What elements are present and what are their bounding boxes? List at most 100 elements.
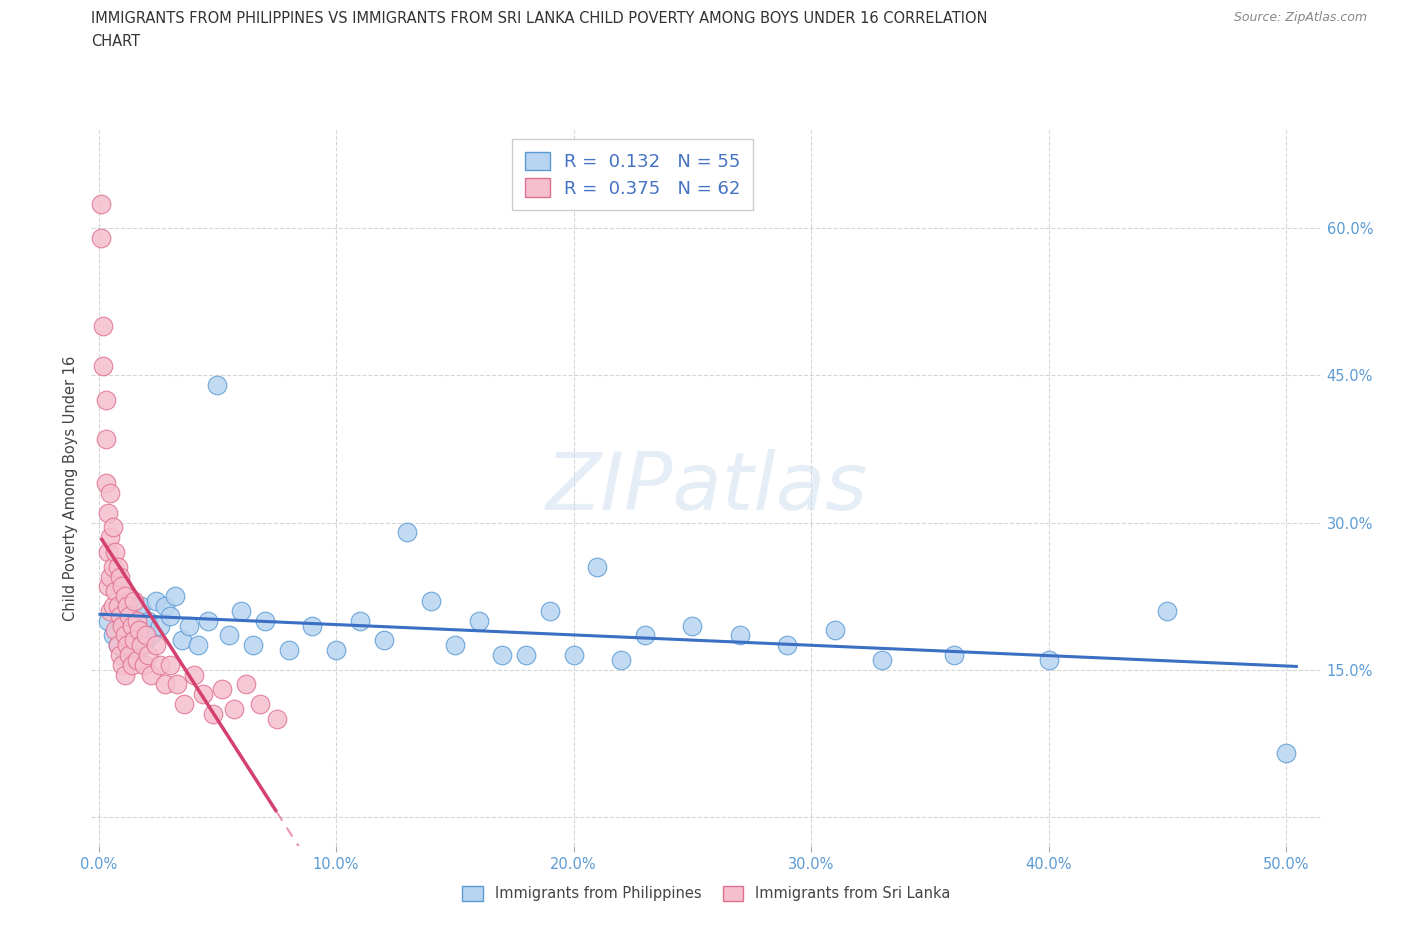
- Point: [107, 638, 129, 653]
- Point: [166, 677, 188, 692]
- Point: [122, 643, 145, 658]
- Point: [153, 677, 176, 692]
- Point: [266, 711, 288, 726]
- Point: [138, 647, 160, 662]
- Point: [101, 628, 124, 643]
- Point: [97, 613, 120, 628]
- Point: [159, 608, 181, 623]
- Point: [163, 589, 186, 604]
- Point: [118, 608, 141, 623]
- Point: [135, 628, 157, 643]
- Point: [229, 604, 252, 618]
- Point: [121, 658, 143, 672]
- Point: [100, 604, 122, 618]
- Point: [111, 578, 134, 593]
- Point: [253, 613, 276, 628]
- Text: IMMIGRANTS FROM PHILIPPINES VS IMMIGRANTS FROM SRI LANKA CHILD POVERTY AMONG BOY: IMMIGRANTS FROM PHILIPPINES VS IMMIGRANT…: [91, 11, 988, 26]
- Point: [118, 647, 141, 662]
- Point: [187, 638, 209, 653]
- Point: [94, 432, 117, 446]
- Point: [183, 667, 205, 682]
- Point: [249, 697, 271, 711]
- Point: [114, 589, 136, 604]
- Point: [191, 687, 214, 702]
- Point: [97, 505, 120, 520]
- Point: [586, 559, 609, 574]
- Point: [139, 667, 162, 682]
- Point: [125, 653, 148, 668]
- Point: [104, 584, 127, 599]
- Point: [1275, 746, 1298, 761]
- Point: [97, 578, 120, 593]
- Point: [114, 647, 136, 662]
- Point: [135, 618, 157, 633]
- Point: [173, 697, 195, 711]
- Point: [125, 613, 148, 628]
- Point: [420, 593, 443, 608]
- Point: [211, 682, 233, 697]
- Point: [104, 545, 127, 560]
- Point: [218, 628, 240, 643]
- Point: [634, 628, 657, 643]
- Point: [129, 638, 152, 653]
- Point: [114, 628, 136, 643]
- Point: [121, 599, 143, 614]
- Point: [201, 707, 224, 722]
- Point: [277, 643, 299, 658]
- Point: [100, 530, 122, 545]
- Point: [610, 653, 633, 668]
- Point: [242, 638, 264, 653]
- Point: [104, 623, 127, 638]
- Text: CHART: CHART: [91, 34, 141, 49]
- Point: [197, 613, 219, 628]
- Point: [122, 632, 145, 647]
- Point: [170, 632, 193, 647]
- Point: [235, 677, 257, 692]
- Point: [132, 638, 155, 653]
- Point: [373, 632, 395, 647]
- Point: [145, 593, 167, 608]
- Point: [467, 613, 489, 628]
- Point: [121, 618, 143, 633]
- Point: [90, 196, 112, 211]
- Point: [111, 604, 134, 618]
- Point: [207, 378, 229, 392]
- Point: [101, 559, 124, 574]
- Point: [125, 613, 148, 628]
- Point: [681, 618, 703, 633]
- Point: [128, 623, 150, 638]
- Point: [491, 647, 513, 662]
- Point: [728, 628, 751, 643]
- Point: [776, 638, 799, 653]
- Point: [115, 618, 138, 633]
- Point: [942, 647, 965, 662]
- Point: [108, 569, 131, 584]
- Point: [91, 358, 114, 373]
- Point: [90, 231, 112, 246]
- Point: [91, 319, 114, 334]
- Point: [115, 599, 138, 614]
- Point: [97, 545, 120, 560]
- Point: [100, 569, 122, 584]
- Point: [107, 638, 129, 653]
- Point: [108, 647, 131, 662]
- Point: [114, 667, 136, 682]
- Point: [562, 647, 585, 662]
- Point: [139, 628, 162, 643]
- Point: [396, 525, 419, 539]
- Point: [177, 618, 200, 633]
- Point: [538, 604, 561, 618]
- Point: [107, 559, 129, 574]
- Point: [100, 485, 122, 500]
- Point: [115, 638, 138, 653]
- Point: [101, 520, 124, 535]
- Point: [325, 643, 347, 658]
- Point: [153, 599, 176, 614]
- Point: [443, 638, 465, 653]
- Point: [824, 623, 846, 638]
- Point: [138, 613, 160, 628]
- Point: [1038, 653, 1060, 668]
- Point: [111, 618, 134, 633]
- Point: [149, 658, 172, 672]
- Point: [149, 618, 172, 633]
